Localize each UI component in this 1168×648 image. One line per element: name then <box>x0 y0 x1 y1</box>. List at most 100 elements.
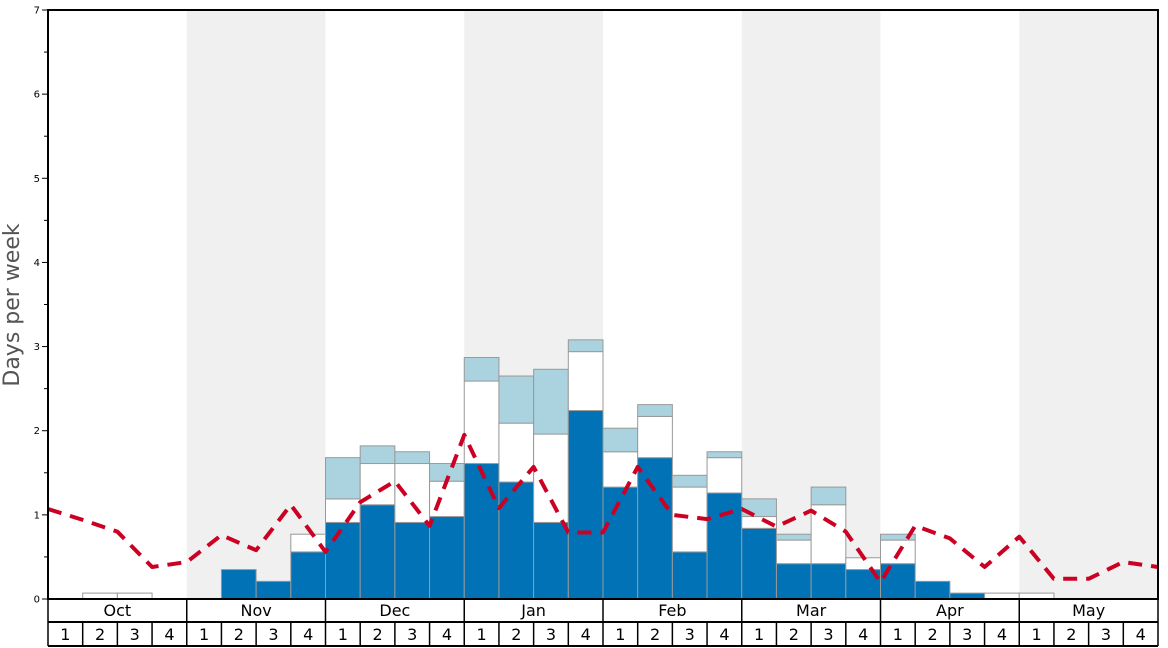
week-label: 4 <box>1136 625 1146 644</box>
bar-s1-w23 <box>810 563 847 600</box>
bar-s3-w25 <box>880 533 916 541</box>
month-shade-nov <box>186 10 326 599</box>
bar-s1-w25 <box>880 563 916 600</box>
bar-s1-w18 <box>637 457 673 600</box>
bar-s2-w11 <box>394 463 431 523</box>
week-label: 3 <box>685 625 695 644</box>
month-label-may: May <box>1072 601 1105 620</box>
bar-s1-w22 <box>775 563 812 600</box>
month-label-jan: Jan <box>520 601 546 620</box>
bar-s2-w16 <box>567 351 604 412</box>
week-label: 2 <box>511 625 521 644</box>
bar-s2-w13 <box>463 380 500 465</box>
y-tick-label: 6 <box>34 90 40 101</box>
dashed-line <box>47 432 1159 585</box>
y-tick-label: 5 <box>34 174 40 185</box>
bar-s1-w10 <box>359 504 396 600</box>
bar-s2-w8 <box>290 533 326 553</box>
bar-s1-w26 <box>914 580 951 600</box>
week-label: 1 <box>199 625 209 644</box>
bar-s2-w18 <box>637 415 673 459</box>
bar-s1-w11 <box>394 521 431 600</box>
week-label: 4 <box>719 625 729 644</box>
week-label: 1 <box>893 625 903 644</box>
week-label: 4 <box>858 625 868 644</box>
bar-s3-w13 <box>463 357 500 382</box>
week-label: 2 <box>650 625 660 644</box>
bar-s3-w21 <box>741 498 777 518</box>
bar-s1-w12 <box>429 516 465 600</box>
bar-s3-w20 <box>706 451 743 459</box>
bar-s1-w19 <box>671 551 708 600</box>
y-tick-label: 7 <box>34 6 40 17</box>
week-label: 3 <box>1101 625 1111 644</box>
month-label-oct: Oct <box>104 601 132 620</box>
bar-s3-w23 <box>810 486 847 506</box>
week-label: 2 <box>234 625 244 644</box>
month-shading <box>186 10 1158 599</box>
bar-s2-w22 <box>775 539 812 565</box>
week-label: 2 <box>1066 625 1076 644</box>
bar-s1-w15 <box>533 521 569 600</box>
week-label: 1 <box>60 625 70 644</box>
week-label: 2 <box>789 625 799 644</box>
week-label: 4 <box>581 625 591 644</box>
month-label-apr: Apr <box>936 601 964 620</box>
bar-s1-w21 <box>741 527 777 600</box>
bar-s3-w9 <box>325 457 361 500</box>
week-label: 2 <box>372 625 382 644</box>
bar-s1-w9 <box>325 521 361 600</box>
bar-s3-w19 <box>671 474 708 488</box>
bar-s2-w9 <box>325 498 361 523</box>
week-label: 3 <box>823 625 833 644</box>
bar-s3-w16 <box>567 339 604 353</box>
bars <box>82 339 1055 600</box>
week-label: 3 <box>962 625 972 644</box>
bar-s1-w20 <box>706 492 743 600</box>
bar-s3-w15 <box>533 368 569 435</box>
y-tick-label: 0 <box>34 595 40 606</box>
y-tick-label: 1 <box>34 510 40 521</box>
bar-s1-w7 <box>255 580 292 600</box>
bar-s1-w8 <box>290 551 326 600</box>
y-tick-label: 2 <box>34 426 40 437</box>
month-label-feb: Feb <box>658 601 686 620</box>
bar-s3-w10 <box>359 445 396 465</box>
week-label: 3 <box>130 625 140 644</box>
week-label: 1 <box>1032 625 1042 644</box>
week-label: 3 <box>546 625 556 644</box>
week-label: 1 <box>477 625 487 644</box>
week-label: 3 <box>268 625 278 644</box>
week-label: 1 <box>615 625 625 644</box>
bar-s2-w12 <box>429 480 465 518</box>
week-label: 4 <box>303 625 313 644</box>
month-label-nov: Nov <box>241 601 272 620</box>
month-label-mar: Mar <box>796 601 827 620</box>
week-label: 2 <box>95 625 105 644</box>
month-label-dec: Dec <box>379 601 410 620</box>
bar-s3-w18 <box>637 404 673 417</box>
bar-s3-w22 <box>775 533 812 541</box>
month-shade-may <box>1019 10 1158 599</box>
bar-s1-w13 <box>463 463 500 600</box>
y-axis-label: Days per week <box>0 223 25 386</box>
bar-s3-w17 <box>602 427 639 453</box>
y-tick-label: 4 <box>34 258 40 269</box>
line-series <box>47 432 1159 585</box>
week-label: 4 <box>442 625 452 644</box>
week-label: 3 <box>407 625 417 644</box>
bar-s2-w17 <box>602 451 639 488</box>
week-label: 4 <box>164 625 174 644</box>
bar-s3-w11 <box>394 451 431 465</box>
bar-s2-w23 <box>810 504 847 565</box>
week-label: 2 <box>927 625 937 644</box>
week-label: 4 <box>997 625 1007 644</box>
x-axis: Oct 1 2 3 4 Nov 1 2 3 4 Dec 1 2 3 4 Jan 1 2 3 4 Feb 1 2 3 4 Mar 1 2… <box>47 599 1159 647</box>
bar-s1-w16 <box>567 410 604 600</box>
week-label: 1 <box>338 625 348 644</box>
bar-s2-w20 <box>706 457 743 494</box>
bar-s1-w6 <box>220 569 257 600</box>
y-tick-label: 3 <box>34 342 40 353</box>
bar-s3-w14 <box>498 375 535 424</box>
